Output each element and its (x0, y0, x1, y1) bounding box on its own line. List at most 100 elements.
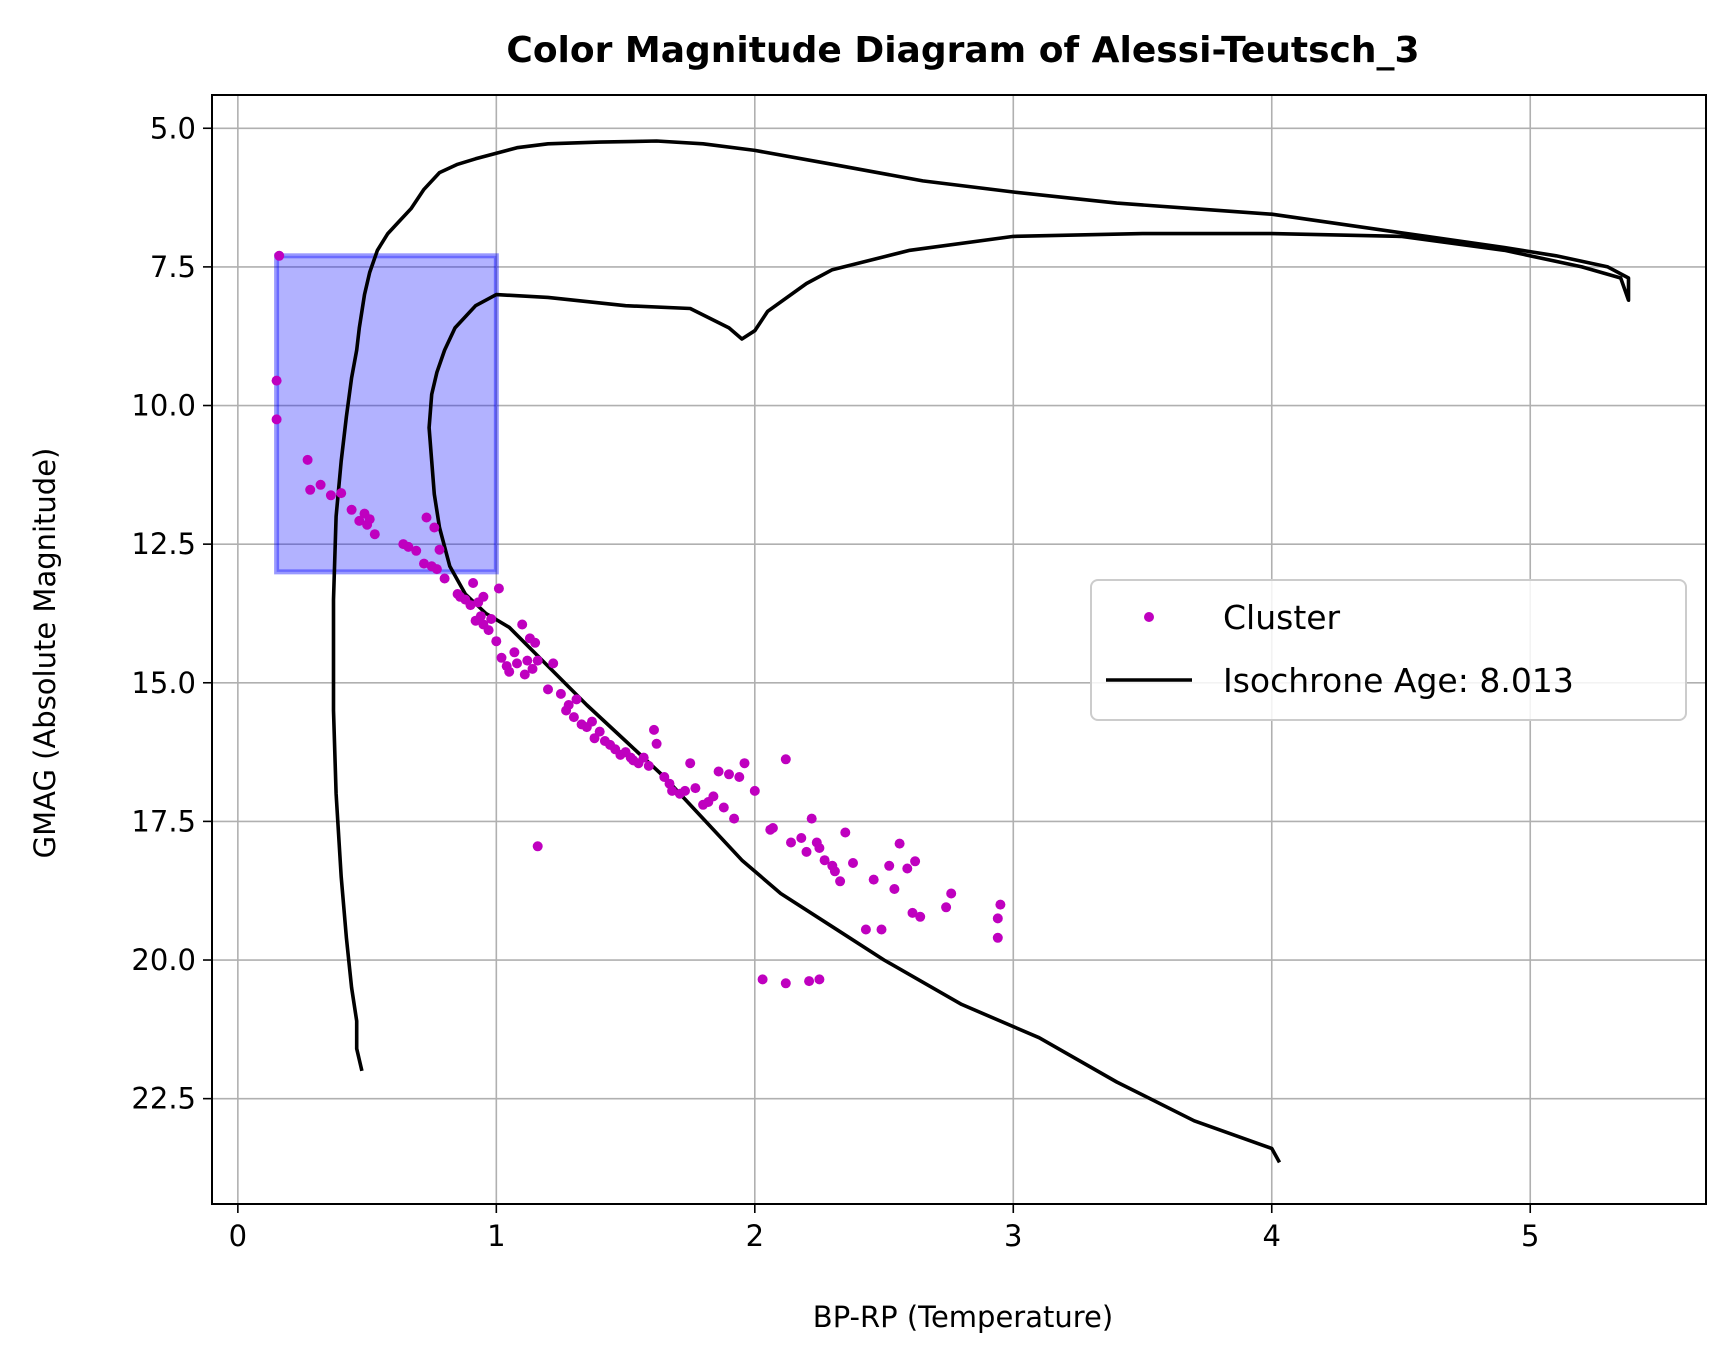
cluster-point (713, 766, 724, 777)
cluster-point (868, 874, 879, 885)
cluster-point (548, 658, 559, 669)
cluster-point (491, 636, 502, 647)
cluster-point (504, 666, 515, 677)
cluster-point (915, 911, 926, 922)
legend-cluster-marker (1144, 612, 1154, 622)
legend-isochrone-label: Isochrone Age: 8.013 (1223, 661, 1574, 700)
cluster-point (568, 712, 579, 723)
cluster-point (814, 974, 825, 985)
cluster-point (419, 558, 429, 569)
cluster-point (434, 544, 445, 555)
cluster-point (780, 754, 791, 765)
cluster-point (411, 545, 422, 556)
cluster-point (680, 785, 690, 796)
cluster-point (512, 658, 522, 669)
cluster-point (884, 860, 895, 871)
y-tick-label: 22.5 (131, 1082, 196, 1116)
cluster-point (638, 752, 649, 763)
cluster-point (946, 888, 957, 899)
cluster-point (486, 614, 497, 624)
cluster-point (543, 684, 553, 695)
cluster-point (496, 652, 507, 663)
cluster-point (902, 863, 913, 874)
x-tick-label: 0 (229, 1219, 247, 1253)
x-tick-label: 2 (746, 1219, 764, 1253)
y-tick-label: 5.0 (150, 111, 196, 145)
highlight-rect (274, 253, 499, 575)
cluster-point (708, 791, 719, 802)
cluster-point (718, 802, 729, 813)
isochrone-line (331, 139, 1631, 1164)
cluster-point (786, 837, 796, 848)
cluster-point (667, 785, 678, 796)
cluster-point (729, 813, 740, 824)
y-axis-label: GMAG (Absolute Magnitude) (28, 448, 62, 859)
y-axis: 5.0 7.5 10.0 12.5 15.0 17.5 20.0 22.5 (131, 111, 212, 1116)
legend-box (1090, 579, 1687, 721)
cluster-point (767, 823, 778, 833)
cluster-point (587, 716, 597, 727)
cluster-point (403, 541, 414, 552)
legend: Cluster Isochrone Age: 8.013 (1090, 579, 1687, 721)
cluster-point (876, 924, 887, 935)
cluster-point (530, 637, 541, 648)
cluster-point (431, 564, 442, 575)
cluster-point (271, 414, 282, 425)
cluster-point (739, 758, 750, 769)
cluster-point (757, 974, 768, 985)
cluster-point (910, 856, 921, 867)
cluster-point (651, 738, 662, 749)
cluster-point (749, 785, 760, 796)
x-axis-label: BP-RP (Temperature) (813, 1300, 1113, 1334)
y-tick-label: 15.0 (131, 666, 196, 700)
cluster-point (829, 866, 840, 877)
cluster-point (690, 783, 701, 794)
cluster-point (354, 515, 365, 526)
cluster-point (594, 726, 605, 737)
cluster-point (992, 932, 1003, 943)
cluster-point (806, 813, 817, 824)
cluster-point (274, 250, 285, 261)
cluster-point (571, 694, 582, 705)
cluster-point (555, 688, 566, 699)
cluster-point (325, 490, 336, 501)
cluster-point (995, 899, 1006, 910)
cluster-series (271, 250, 1006, 989)
cluster-point (271, 375, 282, 386)
y-tick-label: 20.0 (131, 943, 196, 977)
cluster-point (992, 913, 1003, 924)
y-tick-label: 7.5 (150, 250, 196, 284)
cluster-point (840, 827, 851, 838)
cluster-point (889, 884, 900, 894)
cluster-point (563, 700, 574, 710)
cluster-point (819, 855, 830, 866)
cluster-point (801, 846, 812, 857)
cluster-point (804, 976, 815, 987)
cluster-point (835, 876, 846, 887)
x-tick-label: 1 (487, 1219, 505, 1253)
cluster-point (369, 529, 380, 540)
cluster-point (429, 522, 440, 533)
cluster-point (848, 858, 858, 868)
x-tick-label: 4 (1263, 1219, 1281, 1253)
isochrone-series (331, 139, 1631, 1164)
cluster-point (483, 625, 494, 636)
y-tick-label: 17.5 (131, 804, 196, 838)
cluster-point (493, 583, 504, 594)
cluster-point (475, 611, 486, 622)
x-tick-label: 3 (1004, 1219, 1022, 1253)
cluster-point (522, 655, 533, 666)
cluster-point (519, 669, 530, 680)
cluster-point (315, 479, 326, 490)
cluster-point (941, 902, 952, 913)
cluster-point (517, 619, 528, 630)
cluster-point (907, 907, 918, 918)
chart-title: Color Magnitude Diagram of Alessi-Teutsc… (506, 30, 1419, 71)
y-tick-label: 12.5 (131, 527, 196, 561)
cluster-point (814, 843, 825, 853)
cluster-point (734, 772, 745, 782)
cluster-point (894, 838, 905, 849)
cluster-point (439, 573, 450, 584)
cluster-point (780, 978, 791, 989)
